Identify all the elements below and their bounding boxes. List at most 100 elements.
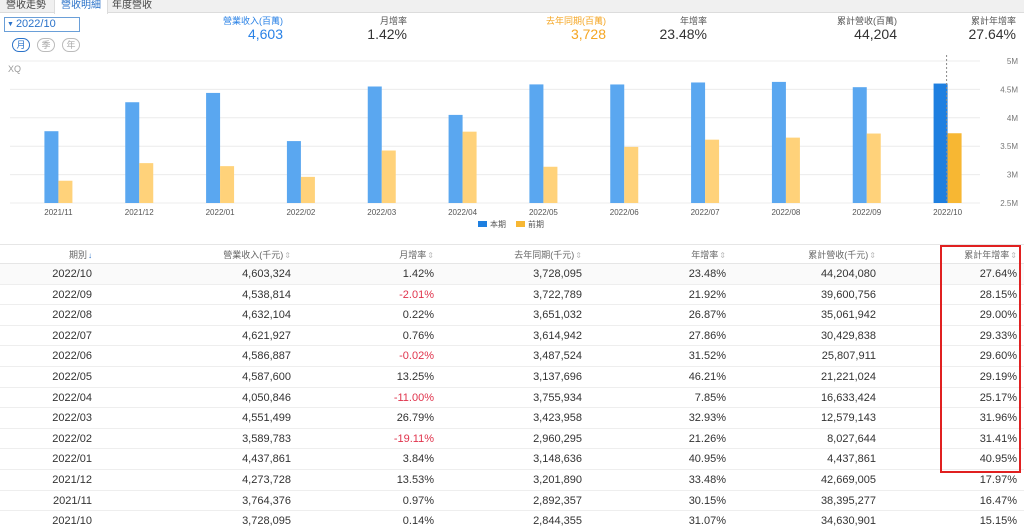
date-dropdown-value: 2022/10 <box>15 18 56 30</box>
table-row[interactable]: 2022/02 3,589,783 -19.11% 2,960,295 21.26% 8,… <box>0 429 1024 450</box>
table-row[interactable]: 2022/05 4,587,600 13.25% 3,137,696 46.21% 21,… <box>0 367 1024 388</box>
bar-current <box>367 86 382 203</box>
period-quarter-button[interactable]: 季 <box>37 38 55 52</box>
header-mom[interactable]: 月增率⇕ <box>399 250 434 260</box>
summary-revenue-label: 營業收入(百萬) <box>223 16 283 26</box>
x-tick-label: 2021/11 <box>44 208 73 217</box>
highlight-box <box>940 245 1021 473</box>
bar-current <box>933 83 948 203</box>
x-tick-label: 2022/09 <box>852 208 881 217</box>
table-row[interactable]: 2022/09 4,538,814 -2.01% 3,722,789 21.92% 39,… <box>0 285 1024 306</box>
summary-cum-value: 44,204 <box>854 26 897 42</box>
x-tick-label: 2022/05 <box>529 208 558 217</box>
x-tick-label: 2022/02 <box>286 208 315 217</box>
cell-revenue: 3,728,095 <box>242 515 291 528</box>
sort-icon: ⇕ <box>1010 251 1017 260</box>
sort-icon: ⇕ <box>719 251 726 260</box>
cell-yoy: 46.21% <box>688 370 726 383</box>
header-cum-yoy[interactable]: 累計年增率⇕ <box>964 250 1017 260</box>
cell-mom: -2.01% <box>399 288 434 301</box>
table-row[interactable]: 2022/08 4,632,104 0.22% 3,651,032 26.87% 35,0… <box>0 305 1024 326</box>
cell-last-year: 3,728,095 <box>533 268 582 280</box>
y-tick-label: 4M <box>1007 114 1018 123</box>
cell-cum-yoy: 31.96% <box>979 412 1017 425</box>
legend-swatch-previous <box>516 221 525 227</box>
bar-current <box>529 84 544 203</box>
cell-last-year: 3,137,696 <box>533 370 582 383</box>
table-body: 2022/10 4,603,324 1.42% 3,728,095 23.48% 44,2… <box>0 264 1024 530</box>
cell-revenue: 3,764,376 <box>242 494 291 507</box>
bar-current <box>206 92 221 203</box>
tab-revenue-trend[interactable]: 營收走勢 <box>6 0 46 11</box>
cell-yoy: 31.52% <box>688 350 726 363</box>
cell-cum-yoy: 29.19% <box>979 370 1017 383</box>
revenue-table: 期別↓ 營業收入(千元)⇕ 月增率⇕ 去年同期(千元)⇕ 年增率⇕ 累計營收(千… <box>0 244 1024 530</box>
cell-period: 2022/08 <box>52 309 92 322</box>
header-revenue[interactable]: 營業收入(千元)⇕ <box>223 250 291 260</box>
revenue-bar-chart: 2.5M 3M 3.5M 4M 4.5M 5M 2021/11 2021/12 2022/01 2… <box>10 55 1018 229</box>
bar-previous <box>139 163 154 203</box>
sort-icon: ⇕ <box>284 251 291 260</box>
y-tick-label: 2.5M <box>1000 199 1018 208</box>
cell-cum: 35,061,942 <box>820 309 876 322</box>
bar-current <box>44 131 59 203</box>
table-row[interactable]: 2022/03 4,551,499 26.79% 3,423,958 32.93% 12,… <box>0 408 1024 429</box>
summary-cum-yoy-label: 累計年增率 <box>970 16 1016 26</box>
header-yoy[interactable]: 年增率⇕ <box>691 250 726 260</box>
bar-current <box>691 82 706 203</box>
table-row[interactable]: 2022/10 4,603,324 1.42% 3,728,095 23.48% 44,2… <box>0 264 1024 285</box>
table-header: 期別↓ 營業收入(千元)⇕ 月增率⇕ 去年同期(千元)⇕ 年增率⇕ 累計營收(千… <box>0 244 1024 264</box>
tab-annual-revenue[interactable]: 年度營收 <box>112 0 152 11</box>
cell-revenue: 4,621,927 <box>242 329 291 342</box>
cell-revenue: 4,538,814 <box>242 288 291 301</box>
x-tick-label: 2022/04 <box>448 208 477 217</box>
tab-revenue-detail[interactable]: 營收明細 <box>54 0 108 14</box>
chevron-down-icon: ▼ <box>7 21 14 28</box>
cell-cum: 44,204,080 <box>820 268 876 280</box>
bar-previous <box>300 176 315 203</box>
y-tick-label: 4.5M <box>1000 85 1018 94</box>
cell-yoy: 27.86% <box>688 329 726 342</box>
cell-cum-yoy: 29.00% <box>979 309 1017 322</box>
cell-cum: 12,579,143 <box>820 412 876 425</box>
legend-label-previous: 前期 <box>528 219 544 229</box>
cell-yoy: 32.93% <box>688 412 726 425</box>
cell-period: 2022/10 <box>52 268 92 280</box>
header-last-year[interactable]: 去年同期(千元)⇕ <box>514 250 582 260</box>
cell-cum-yoy: 16.47% <box>979 494 1017 507</box>
cell-mom: 3.84% <box>402 453 434 466</box>
cell-yoy: 21.26% <box>688 432 726 445</box>
table-row[interactable]: 2021/10 3,728,095 0.14% 2,844,355 31.07% 34,6… <box>0 511 1024 530</box>
date-dropdown[interactable]: ▼ 2022/10 <box>4 17 80 32</box>
cell-revenue: 4,273,728 <box>242 473 291 486</box>
table-row[interactable]: 2021/11 3,764,376 0.97% 2,892,357 30.15% 38,3… <box>0 491 1024 512</box>
cell-revenue: 4,632,104 <box>242 309 291 322</box>
cell-period: 2022/07 <box>52 329 92 342</box>
table-row[interactable]: 2022/07 4,621,927 0.76% 3,614,942 27.86% 30,4… <box>0 326 1024 347</box>
summary-last-year-label: 去年同期(百萬) <box>546 16 606 26</box>
cell-period: 2021/11 <box>53 494 92 507</box>
cell-last-year: 3,201,890 <box>533 473 582 486</box>
summary-last-year-value: 3,728 <box>570 26 606 42</box>
table-row[interactable]: 2022/04 4,050,846 -11.00% 3,755,934 7.85% 16,… <box>0 388 1024 409</box>
cell-cum-yoy: 40.95% <box>979 453 1017 466</box>
bar-previous <box>866 133 881 203</box>
header-cum[interactable]: 累計營收(千元)⇕ <box>808 250 876 260</box>
cell-period: 2022/01 <box>52 453 92 466</box>
period-month-button[interactable]: 月 <box>12 38 30 52</box>
bar-previous <box>381 150 396 203</box>
cell-period: 2022/09 <box>52 288 92 301</box>
cell-mom: -19.11% <box>393 432 434 445</box>
x-tick-label: 2022/06 <box>610 208 639 217</box>
cell-mom: 0.76% <box>402 329 434 342</box>
cell-last-year: 3,148,636 <box>533 453 582 466</box>
table-row[interactable]: 2022/06 4,586,887 -0.02% 3,487,524 31.52% 25,… <box>0 346 1024 367</box>
cell-cum: 39,600,756 <box>820 288 876 301</box>
table-row[interactable]: 2021/12 4,273,728 13.53% 3,201,890 33.48% 42,… <box>0 470 1024 491</box>
cell-last-year: 3,651,032 <box>533 309 582 322</box>
cell-period: 2022/03 <box>52 412 92 425</box>
cell-mom: 0.22% <box>402 309 434 322</box>
period-year-button[interactable]: 年 <box>62 38 80 52</box>
table-row[interactable]: 2022/01 4,437,861 3.84% 3,148,636 40.95% 4,43… <box>0 449 1024 470</box>
header-period[interactable]: 期別↓ <box>68 250 92 260</box>
